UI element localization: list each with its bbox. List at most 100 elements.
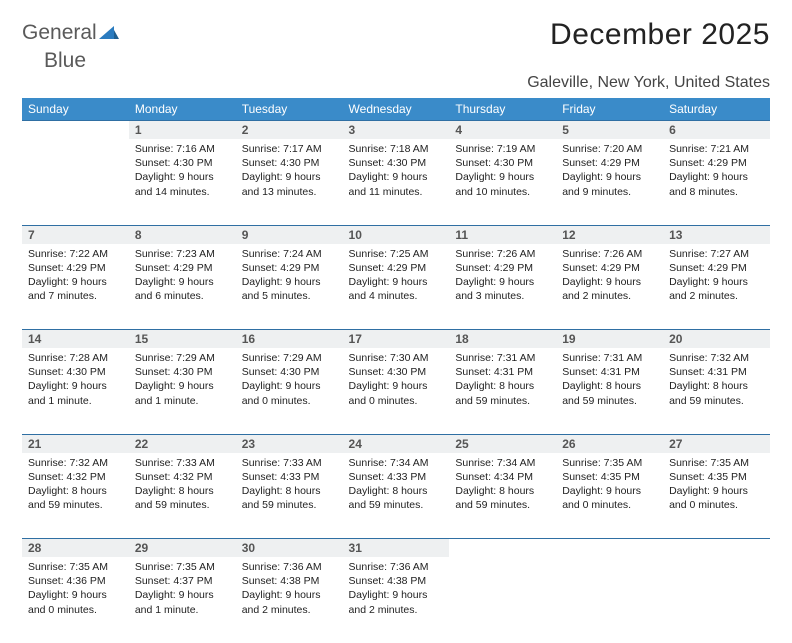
day-number: 30 xyxy=(236,539,343,558)
daylight-line: Daylight: 9 hours and 1 minute. xyxy=(28,379,123,407)
daylight-line: Daylight: 8 hours and 59 minutes. xyxy=(28,484,123,512)
sunrise-line: Sunrise: 7:26 AM xyxy=(562,247,657,261)
daylight-line-label: Daylight: xyxy=(135,589,176,601)
day-number: 19 xyxy=(556,330,663,349)
sunset-line-label: Sunset: xyxy=(562,157,598,169)
daylight-line-label: Daylight: xyxy=(455,276,496,288)
sunset-line-value: 4:30 PM xyxy=(280,366,319,378)
sunset-line: Sunset: 4:29 PM xyxy=(28,261,123,275)
day-number: 13 xyxy=(663,225,770,244)
daylight-line: Daylight: 9 hours and 13 minutes. xyxy=(242,170,337,198)
daylight-line-label: Daylight: xyxy=(562,276,603,288)
day-number: 21 xyxy=(22,434,129,453)
sunrise-line: Sunrise: 7:35 AM xyxy=(28,560,123,574)
sunset-line: Sunset: 4:30 PM xyxy=(28,365,123,379)
sunset-line: Sunset: 4:31 PM xyxy=(562,365,657,379)
sunrise-line-value: 7:33 AM xyxy=(176,457,215,469)
sunset-line-label: Sunset: xyxy=(669,366,705,378)
sunrise-line: Sunrise: 7:34 AM xyxy=(349,456,444,470)
sunrise-line: Sunrise: 7:29 AM xyxy=(242,351,337,365)
day-number: 20 xyxy=(663,330,770,349)
daynum-row: 123456 xyxy=(22,121,770,140)
daylight-line-label: Daylight: xyxy=(135,171,176,183)
daylight-line: Daylight: 9 hours and 1 minute. xyxy=(135,379,230,407)
sunset-line-label: Sunset: xyxy=(135,575,171,587)
calendar-table: Sunday Monday Tuesday Wednesday Thursday… xyxy=(22,98,770,643)
weekday-header: Wednesday xyxy=(343,98,450,121)
sunset-line-value: 4:34 PM xyxy=(494,471,533,483)
sunset-line-label: Sunset: xyxy=(242,157,278,169)
day-number xyxy=(556,539,663,558)
sunset-line: Sunset: 4:29 PM xyxy=(242,261,337,275)
day-cell: Sunrise: 7:23 AMSunset: 4:29 PMDaylight:… xyxy=(129,244,236,330)
sunrise-line-value: 7:25 AM xyxy=(390,248,429,260)
day-number: 29 xyxy=(129,539,236,558)
sunrise-line: Sunrise: 7:31 AM xyxy=(455,351,550,365)
sunrise-line: Sunrise: 7:27 AM xyxy=(669,247,764,261)
sunset-line-label: Sunset: xyxy=(242,366,278,378)
sunset-line-value: 4:38 PM xyxy=(387,575,426,587)
day-cell: Sunrise: 7:28 AMSunset: 4:30 PMDaylight:… xyxy=(22,348,129,434)
sunset-line-label: Sunset: xyxy=(562,471,598,483)
sunset-line: Sunset: 4:31 PM xyxy=(455,365,550,379)
sunset-line-value: 4:31 PM xyxy=(601,366,640,378)
sunset-line: Sunset: 4:34 PM xyxy=(455,470,550,484)
day-number: 31 xyxy=(343,539,450,558)
sunrise-line-value: 7:23 AM xyxy=(176,248,215,260)
sunrise-line-label: Sunrise: xyxy=(455,143,494,155)
sunrise-line: Sunrise: 7:25 AM xyxy=(349,247,444,261)
sunset-line: Sunset: 4:37 PM xyxy=(135,574,230,588)
day-content-row: Sunrise: 7:22 AMSunset: 4:29 PMDaylight:… xyxy=(22,244,770,330)
sunrise-line-label: Sunrise: xyxy=(669,352,708,364)
sunset-line-value: 4:30 PM xyxy=(67,366,106,378)
daylight-line: Daylight: 8 hours and 59 minutes. xyxy=(455,484,550,512)
daylight-line-label: Daylight: xyxy=(562,485,603,497)
sunset-line-label: Sunset: xyxy=(242,471,278,483)
sunset-line: Sunset: 4:36 PM xyxy=(28,574,123,588)
sunrise-line-label: Sunrise: xyxy=(242,352,281,364)
sunset-line-label: Sunset: xyxy=(562,366,598,378)
sunrise-line-label: Sunrise: xyxy=(28,352,67,364)
daylight-line-label: Daylight: xyxy=(242,380,283,392)
sunrise-line: Sunrise: 7:28 AM xyxy=(28,351,123,365)
daylight-line-label: Daylight: xyxy=(669,485,710,497)
sunrise-line-value: 7:16 AM xyxy=(176,143,215,155)
sunrise-line-value: 7:18 AM xyxy=(390,143,429,155)
sunrise-line-value: 7:35 AM xyxy=(711,457,750,469)
sunset-line-label: Sunset: xyxy=(562,262,598,274)
sunset-line-label: Sunset: xyxy=(455,366,491,378)
day-cell: Sunrise: 7:18 AMSunset: 4:30 PMDaylight:… xyxy=(343,139,450,225)
daylight-line: Daylight: 9 hours and 7 minutes. xyxy=(28,275,123,303)
day-number: 27 xyxy=(663,434,770,453)
daylight-line: Daylight: 8 hours and 59 minutes. xyxy=(135,484,230,512)
day-cell: Sunrise: 7:17 AMSunset: 4:30 PMDaylight:… xyxy=(236,139,343,225)
daylight-line: Daylight: 9 hours and 6 minutes. xyxy=(135,275,230,303)
sunset-line-value: 4:29 PM xyxy=(67,262,106,274)
sunset-line-label: Sunset: xyxy=(242,575,278,587)
daylight-line: Daylight: 9 hours and 0 minutes. xyxy=(349,379,444,407)
daylight-line-label: Daylight: xyxy=(28,589,69,601)
day-number: 2 xyxy=(236,121,343,140)
sunrise-line-label: Sunrise: xyxy=(349,248,388,260)
sunset-line-value: 4:32 PM xyxy=(67,471,106,483)
sunrise-line-label: Sunrise: xyxy=(135,352,174,364)
sunset-line-value: 4:29 PM xyxy=(601,262,640,274)
weekday-header-row: Sunday Monday Tuesday Wednesday Thursday… xyxy=(22,98,770,121)
daylight-line: Daylight: 9 hours and 2 minutes. xyxy=(669,275,764,303)
sunrise-line-label: Sunrise: xyxy=(349,561,388,573)
day-cell: Sunrise: 7:34 AMSunset: 4:34 PMDaylight:… xyxy=(449,453,556,539)
sunrise-line-value: 7:30 AM xyxy=(390,352,429,364)
daylight-line: Daylight: 9 hours and 2 minutes. xyxy=(242,588,337,616)
sunrise-line-label: Sunrise: xyxy=(349,143,388,155)
day-cell: Sunrise: 7:24 AMSunset: 4:29 PMDaylight:… xyxy=(236,244,343,330)
sunset-line-value: 4:37 PM xyxy=(173,575,212,587)
sunrise-line: Sunrise: 7:36 AM xyxy=(242,560,337,574)
sunrise-line-value: 7:29 AM xyxy=(176,352,215,364)
logo: General Blue xyxy=(22,22,119,72)
sunrise-line-value: 7:33 AM xyxy=(283,457,322,469)
daylight-line-label: Daylight: xyxy=(455,485,496,497)
sunset-line: Sunset: 4:30 PM xyxy=(135,156,230,170)
daylight-line-label: Daylight: xyxy=(349,589,390,601)
location-label: Galeville, New York, United States xyxy=(22,74,770,92)
sunrise-line: Sunrise: 7:19 AM xyxy=(455,142,550,156)
